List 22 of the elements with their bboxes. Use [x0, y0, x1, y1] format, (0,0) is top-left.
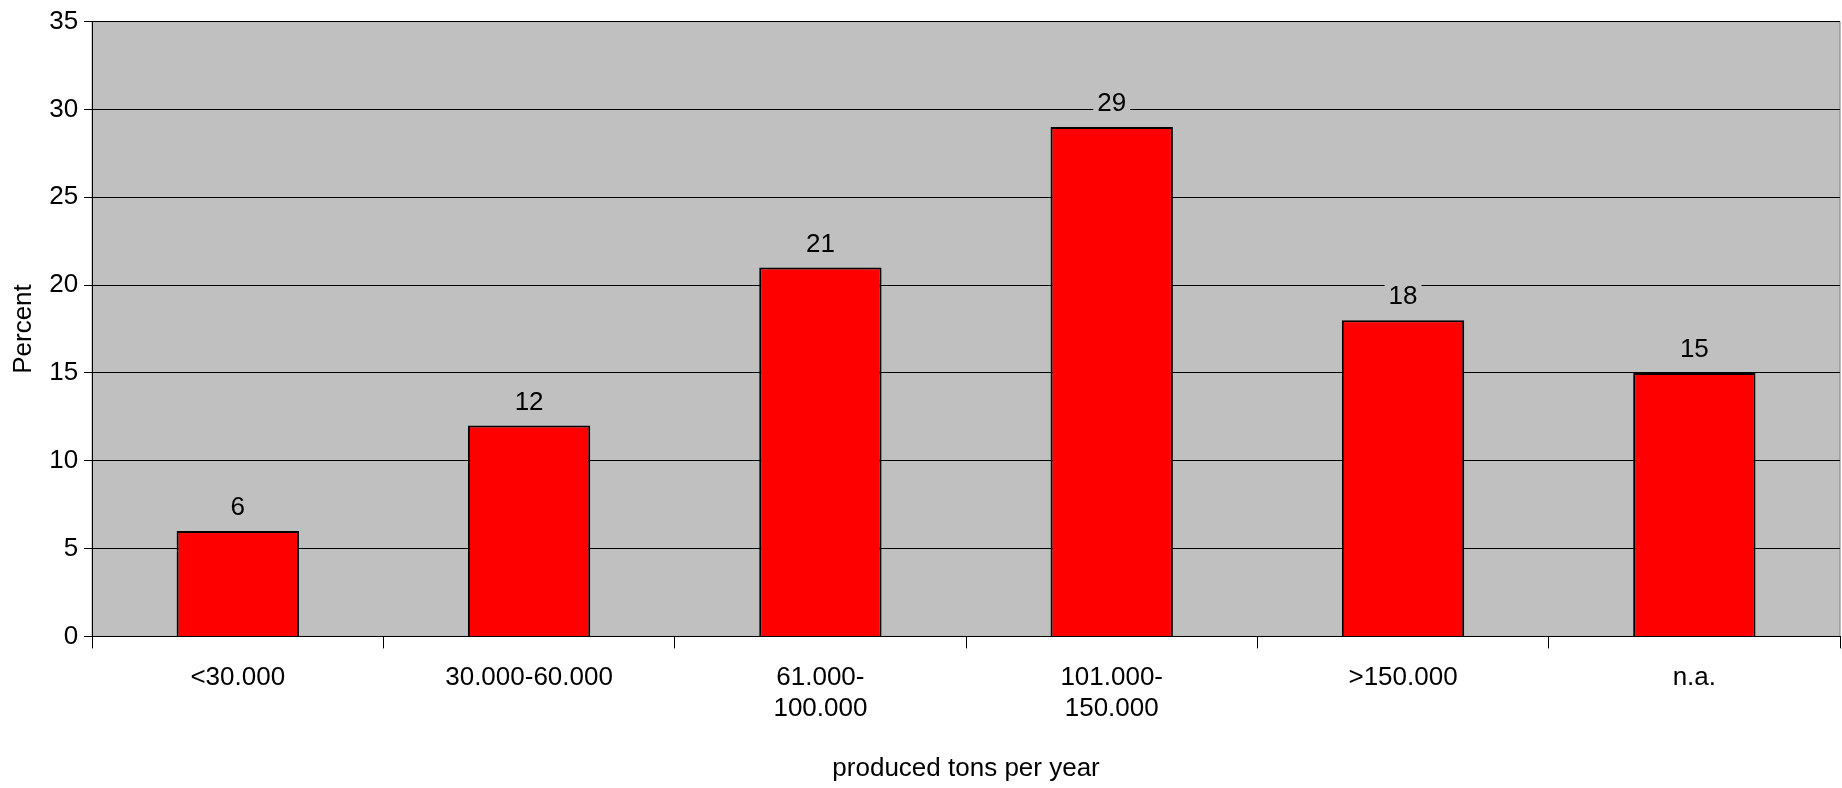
data-label: 29	[1097, 87, 1127, 118]
x-tick-label: 61.000-100.000	[773, 661, 868, 723]
data-label: 21	[805, 227, 835, 258]
y-tick-label: 0	[63, 619, 79, 650]
data-label: 18	[1388, 280, 1418, 311]
y-tick-label: 25	[49, 180, 79, 211]
data-label: 6	[230, 491, 246, 522]
y-tick-label: 15	[49, 356, 79, 387]
x-tick-label: 101.000-150.000	[1060, 661, 1164, 723]
x-tick-label: >150.000	[1348, 661, 1458, 692]
x-tick-label: n.a.	[1672, 661, 1717, 692]
y-tick-label: 20	[49, 268, 79, 299]
y-tick-label: 30	[49, 92, 79, 123]
y-axis-title: Percent	[6, 283, 37, 374]
y-tick-label: 35	[49, 4, 79, 35]
y-tick-label: 5	[63, 531, 79, 562]
data-label: 12	[514, 385, 544, 416]
data-label: 15	[1679, 333, 1709, 364]
x-axis-title: produced tons per year	[832, 751, 1101, 782]
y-tick-label: 10	[49, 443, 79, 474]
x-tick-label: <30.000	[190, 661, 286, 692]
x-tick-label: 30.000-60.000	[445, 661, 613, 692]
